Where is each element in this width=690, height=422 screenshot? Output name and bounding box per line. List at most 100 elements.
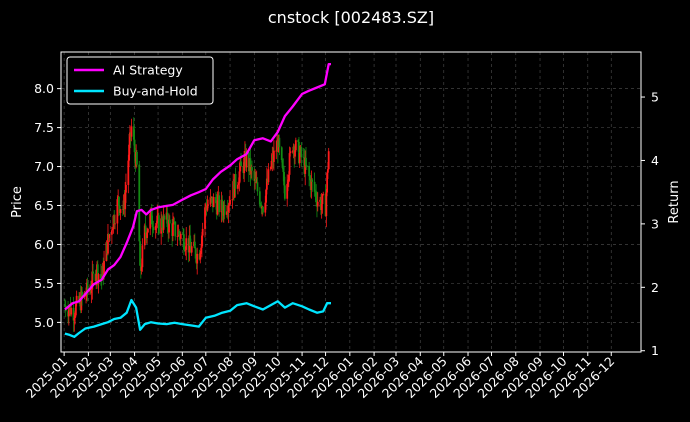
candle-up <box>146 228 149 233</box>
candle-down <box>240 161 242 167</box>
candle-up <box>237 183 240 185</box>
candle-up <box>154 225 157 231</box>
candle-up <box>207 204 210 206</box>
candle-up <box>90 289 93 294</box>
candle-down <box>215 197 217 204</box>
candle-up <box>124 192 127 210</box>
candle-down <box>133 139 136 153</box>
candle-up <box>127 160 130 185</box>
candle-up <box>270 160 273 167</box>
candle-down <box>81 291 84 297</box>
candle-down <box>260 204 263 209</box>
legend: AI Strategy Buy-and-Hold <box>66 56 214 105</box>
candle-down <box>314 191 317 193</box>
candle-down <box>253 170 256 181</box>
candle-up <box>289 151 292 154</box>
candle-down <box>221 199 224 212</box>
y-left-tick-label: 7.0 <box>34 159 54 174</box>
candle-up <box>245 152 248 168</box>
candle-down <box>283 185 286 199</box>
candle-down <box>96 264 99 282</box>
candle-up <box>322 193 325 195</box>
y-axis-left-label: Price <box>10 186 25 218</box>
candle-up <box>140 267 143 271</box>
candle-down <box>283 172 285 186</box>
candle-down <box>249 158 252 175</box>
candle-up <box>97 274 100 282</box>
candle-up <box>116 199 119 224</box>
candle-up <box>185 238 188 250</box>
candle-down <box>313 181 316 192</box>
y-left-tick-label: 5.5 <box>34 276 54 291</box>
candle-down <box>138 164 141 242</box>
candle-down <box>281 160 284 168</box>
candle-up <box>110 230 113 235</box>
candle-up <box>227 205 230 213</box>
y-left-tick-label: 5.0 <box>34 315 54 330</box>
candle-up <box>320 204 323 211</box>
y-left-tick-label: 8.0 <box>34 81 54 96</box>
candle-up <box>200 247 203 253</box>
candle-down <box>297 140 300 142</box>
candle-up <box>74 315 76 318</box>
candle-up <box>168 219 170 233</box>
candle-up <box>119 209 122 213</box>
candle-up <box>199 252 202 260</box>
candle-up <box>326 172 329 193</box>
candle-down <box>121 209 124 211</box>
candle-up <box>206 205 209 211</box>
candle-up <box>265 189 267 203</box>
candle-up <box>316 201 319 207</box>
candle-down <box>92 271 94 274</box>
series-line-ai-strategy <box>64 62 331 311</box>
legend-label-buy-and-hold: Buy-and-Hold <box>113 84 198 99</box>
candle-up <box>327 151 330 170</box>
chart-title: cnstock [002483.SZ] <box>268 8 434 27</box>
price-candles <box>64 117 330 332</box>
candle-up <box>67 309 70 317</box>
candle-up <box>103 261 105 278</box>
candle-up <box>321 194 324 205</box>
candle-up <box>179 233 182 239</box>
candle-up <box>130 126 133 137</box>
candle-up <box>128 144 130 161</box>
candle-down <box>193 241 196 249</box>
candle-down <box>86 282 89 292</box>
candle-down <box>72 307 75 321</box>
candle-down <box>305 157 307 166</box>
candle-up <box>141 245 144 268</box>
candle-up <box>236 184 239 189</box>
candle-up <box>229 199 231 205</box>
candle-up <box>125 184 127 193</box>
candle-down <box>157 215 160 234</box>
candle-up <box>239 161 242 172</box>
candle-up <box>184 249 187 251</box>
y-right-tick-label: 1 <box>651 343 659 358</box>
candle-up <box>291 151 294 153</box>
candle-up <box>95 274 98 282</box>
candle-down <box>144 225 147 233</box>
candle-down <box>234 174 237 189</box>
candle-down <box>308 165 311 177</box>
candle-up <box>267 169 270 183</box>
candle-down <box>311 179 314 182</box>
candle-up <box>190 246 193 253</box>
candle-down <box>152 227 155 231</box>
candle-up <box>228 204 231 206</box>
candle-up <box>70 307 73 315</box>
series-lines <box>64 62 331 338</box>
candle-up <box>288 153 291 175</box>
candle-up <box>107 233 109 254</box>
legend-label-ai-strategy: AI Strategy <box>113 63 183 78</box>
candle-up <box>209 197 212 205</box>
candle-down <box>166 212 169 228</box>
candle-down <box>251 167 253 171</box>
candle-down <box>163 215 166 220</box>
y-right-tick-label: 2 <box>651 280 659 295</box>
candle-up <box>201 228 204 236</box>
candle-down <box>280 147 283 161</box>
candle-up <box>286 183 289 199</box>
candle-up <box>287 174 290 183</box>
candle-up <box>226 211 228 215</box>
candle-up <box>196 253 199 264</box>
